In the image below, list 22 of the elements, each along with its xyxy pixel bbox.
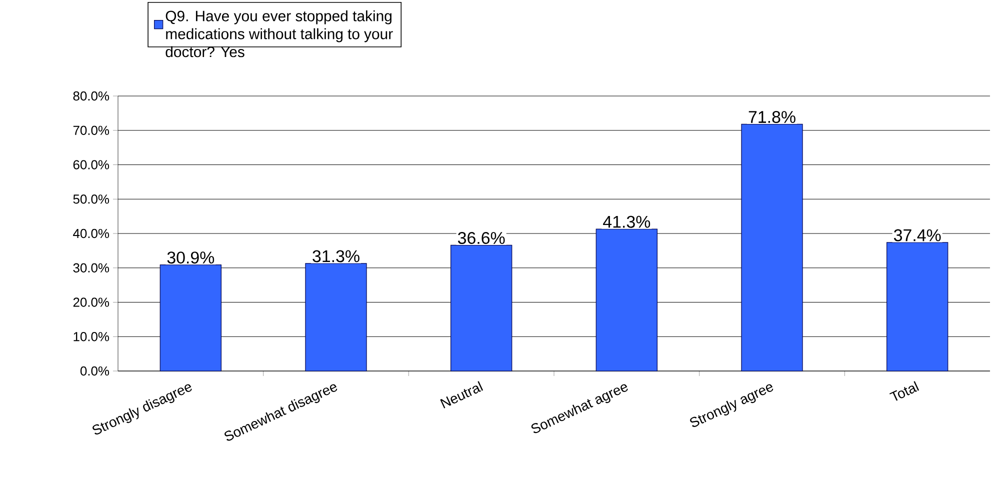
bar (305, 263, 367, 372)
bar (450, 244, 512, 372)
bar (741, 124, 803, 372)
data-label: 31.3% (312, 250, 360, 262)
legend-label: Q9. Have you ever stopped taking medications without talking to your doctor? Yes (166, 10, 393, 58)
y-tick-label: 20.0% (73, 298, 110, 307)
y-tick-label: 30.0% (73, 263, 110, 272)
data-label: 41.3% (603, 216, 650, 228)
y-tick-label: 0.0% (80, 366, 110, 376)
data-label: 30.9% (167, 252, 214, 264)
bar (160, 264, 222, 372)
data-label: 71.8% (748, 110, 796, 123)
y-tick-label: 40.0% (73, 228, 110, 238)
y-tick-label: 50.0% (73, 194, 110, 204)
data-label: 36.6% (458, 232, 505, 244)
y-tick-label: 60.0% (73, 160, 110, 170)
bar (596, 228, 658, 372)
x-tick-label: Total (889, 381, 920, 401)
y-tick-label: 10.0% (74, 332, 110, 342)
y-tick-label: 70.0% (73, 126, 110, 135)
data-label: 37.4% (894, 229, 941, 242)
y-tick-label: 80.0% (73, 91, 110, 101)
